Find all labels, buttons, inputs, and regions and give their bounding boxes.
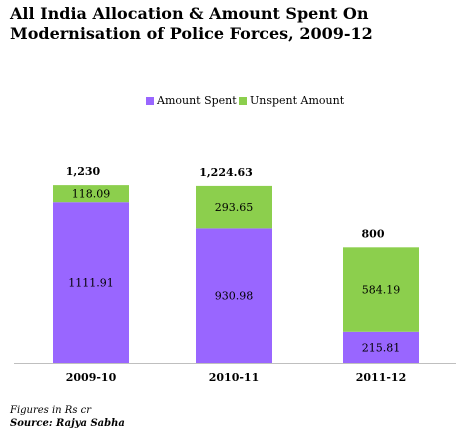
chart-title: All India Allocation & Amount Spent On M… xyxy=(10,4,460,44)
bar-segment-amount-spent-2011-12 xyxy=(343,331,419,363)
total-label-2011-12: 800 xyxy=(362,227,385,240)
chart-title-line-1: All India Allocation & Amount Spent On xyxy=(10,4,369,23)
data-label-amount-spent-2009-10: 1111.91 xyxy=(68,277,114,290)
bar-segment-amount-spent-2010-11 xyxy=(196,228,272,363)
data-label-unspent-amount-2011-12: 584.19 xyxy=(362,284,401,297)
footnote: Figures in Rs cr xyxy=(10,405,92,416)
data-label-amount-spent-2011-12: 215.81 xyxy=(362,341,401,354)
total-label-2009-10: 1,230 xyxy=(66,165,101,178)
legend-swatch-unspent-amount xyxy=(239,96,247,105)
total-label-2010-11: 1,224.63 xyxy=(199,166,253,179)
legend-label-amount-spent: Amount Spent xyxy=(157,94,237,107)
bar-segment-amount-spent-2009-10 xyxy=(53,202,129,363)
legend-swatch-amount-spent xyxy=(146,96,154,105)
bar-segment-unspent-amount-2010-11 xyxy=(196,185,272,229)
data-label-unspent-amount-2010-11: 293.65 xyxy=(215,201,254,214)
chart-legend: Amount Spent Unspent Amount xyxy=(0,94,474,110)
data-label-amount-spent-2010-11: 930.98 xyxy=(215,290,254,303)
bar-segment-unspent-amount-2009-10 xyxy=(53,185,129,203)
category-label-2010-11: 2010-11 xyxy=(209,371,260,384)
data-label-unspent-amount-2009-10: 118.09 xyxy=(72,188,111,201)
category-label-2011-12: 2011-12 xyxy=(356,371,407,384)
legend-label-unspent-amount: Unspent Amount xyxy=(250,94,345,107)
source-note: Source: Rajya Sabha xyxy=(10,418,125,429)
bar-segment-unspent-amount-2011-12 xyxy=(343,247,419,332)
legend-item-unspent-amount: Unspent Amount xyxy=(239,94,344,107)
chart-title-line-2: Modernisation of Police Forces, 2009-12 xyxy=(10,24,373,43)
legend-item-amount-spent: Amount Spent xyxy=(146,94,237,107)
category-label-2009-10: 2009-10 xyxy=(66,371,117,384)
